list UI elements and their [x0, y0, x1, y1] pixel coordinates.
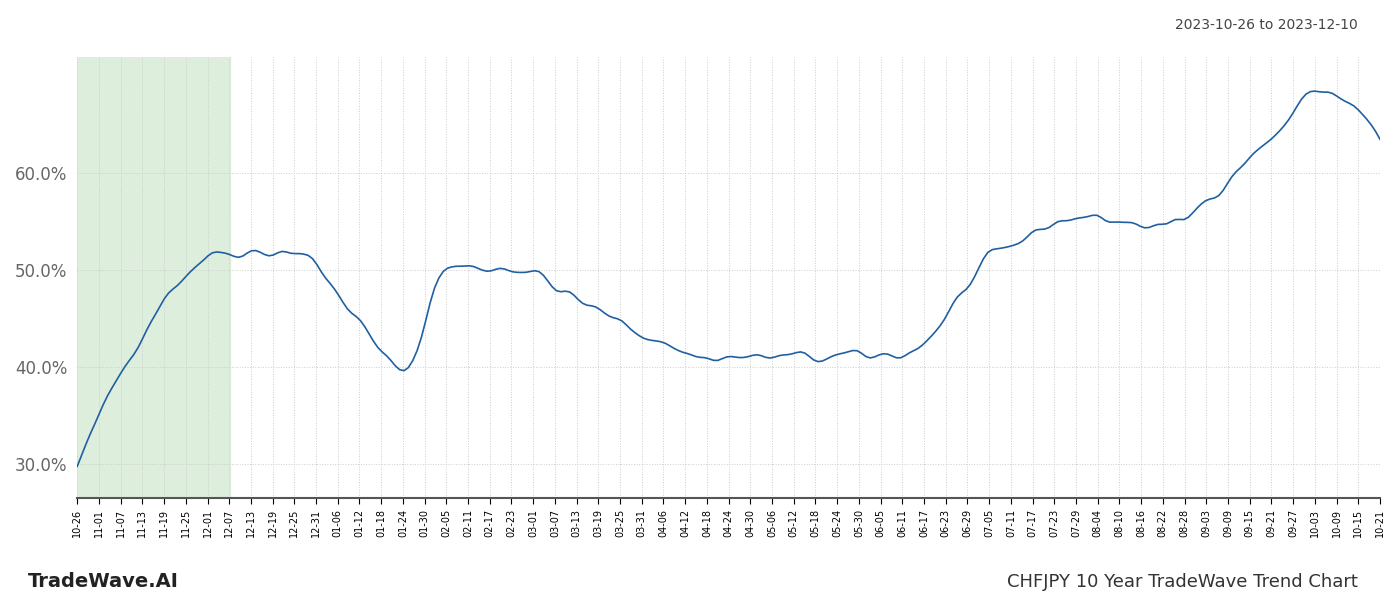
Text: CHFJPY 10 Year TradeWave Trend Chart: CHFJPY 10 Year TradeWave Trend Chart	[1007, 573, 1358, 591]
Bar	[77, 57, 230, 498]
Text: 2023-10-26 to 2023-12-10: 2023-10-26 to 2023-12-10	[1175, 18, 1358, 32]
Text: TradeWave.AI: TradeWave.AI	[28, 572, 179, 591]
